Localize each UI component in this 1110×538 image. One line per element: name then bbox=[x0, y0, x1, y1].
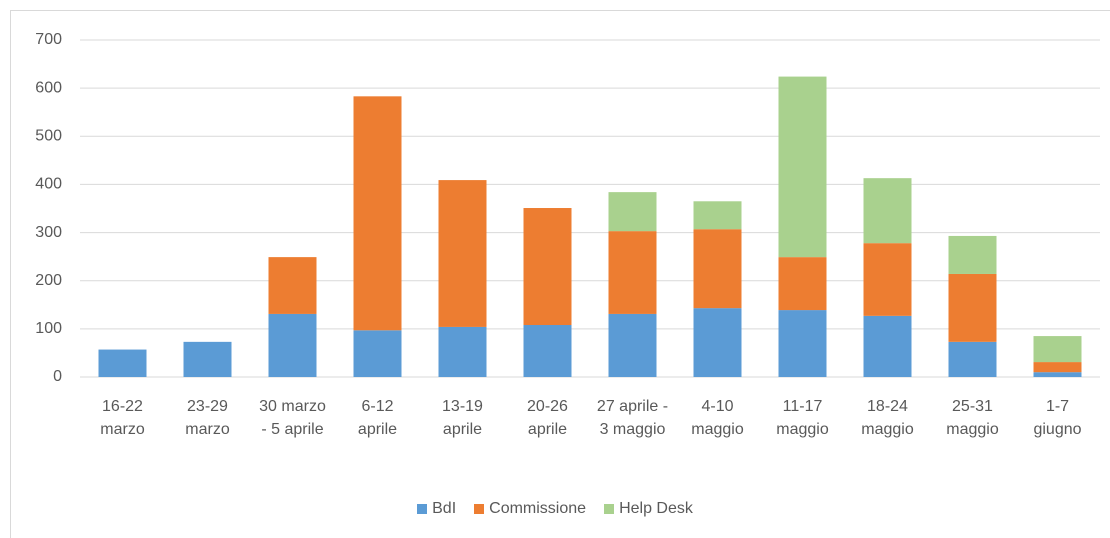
bar-segment bbox=[183, 341, 232, 377]
bar-segment bbox=[523, 325, 572, 377]
legend-item: BdI bbox=[417, 500, 456, 518]
y-tick-label: 200 bbox=[35, 272, 62, 289]
bar-segment bbox=[1033, 372, 1082, 377]
bar-segment bbox=[948, 341, 997, 377]
x-tick-label: 6-12 aprile bbox=[357, 398, 398, 438]
x-tick-label: 27 aprile - 3 maggio bbox=[596, 398, 669, 438]
x-tick-label: 16-22 marzo bbox=[100, 398, 145, 438]
y-tick-label: 100 bbox=[35, 320, 62, 337]
x-tick-label: 11-17 maggio bbox=[776, 398, 829, 438]
bar-segment bbox=[1033, 362, 1082, 373]
legend-item: Help Desk bbox=[604, 500, 693, 518]
legend-swatch bbox=[417, 504, 428, 514]
bar-segment bbox=[693, 201, 742, 230]
bar-segment bbox=[863, 178, 912, 244]
bar-segment bbox=[693, 229, 742, 309]
y-tick-label: 0 bbox=[53, 368, 62, 385]
legend-label: BdI bbox=[432, 500, 457, 517]
bar-segment bbox=[863, 315, 912, 377]
x-tick-label: 4-10 maggio bbox=[691, 398, 744, 438]
legend-swatch bbox=[474, 504, 485, 514]
bar-segment bbox=[608, 231, 657, 314]
x-tick-label: 18-24 maggio bbox=[861, 398, 914, 438]
y-tick-label: 600 bbox=[35, 79, 62, 96]
bar-segment bbox=[1033, 336, 1082, 363]
bar-segment bbox=[353, 330, 402, 377]
bar-segment bbox=[778, 257, 827, 311]
x-tick-label: 23-29 marzo bbox=[185, 398, 230, 438]
y-tick-label: 500 bbox=[35, 128, 62, 145]
bar-segment bbox=[778, 76, 827, 258]
legend-label: Help Desk bbox=[619, 500, 693, 517]
chart-frame bbox=[10, 10, 1110, 538]
bar-segment bbox=[693, 308, 742, 377]
bar-segment bbox=[438, 326, 487, 377]
bar-segment bbox=[608, 313, 657, 377]
x-tick-label: 13-19 aprile bbox=[442, 398, 483, 438]
legend: BdI Commissione Help Desk bbox=[0, 500, 1110, 518]
bar-segment bbox=[268, 313, 317, 377]
bar-segment bbox=[778, 310, 827, 377]
x-tick-label: 20-26 aprile bbox=[527, 398, 568, 438]
x-tick-label: 30 marzo - 5 aprile bbox=[259, 398, 326, 438]
y-tick-label: 300 bbox=[35, 224, 62, 241]
legend-swatch bbox=[604, 504, 615, 514]
bar-segment bbox=[608, 192, 657, 232]
bar-segment bbox=[353, 96, 402, 331]
legend-item: Commissione bbox=[474, 500, 586, 518]
bar-segment bbox=[98, 349, 147, 377]
y-tick-label: 400 bbox=[35, 176, 62, 193]
y-tick-label: 700 bbox=[35, 31, 62, 48]
bar-segment bbox=[948, 235, 997, 274]
bar-segment bbox=[863, 243, 912, 316]
legend-label: Commissione bbox=[489, 500, 587, 517]
bar-segment bbox=[268, 257, 317, 314]
bar-segment bbox=[438, 180, 487, 327]
bar-segment bbox=[523, 208, 572, 326]
x-tick-label: 1-7 giugno bbox=[1033, 398, 1082, 438]
x-tick-label: 25-31 maggio bbox=[946, 398, 999, 438]
bar-segment bbox=[948, 273, 997, 342]
